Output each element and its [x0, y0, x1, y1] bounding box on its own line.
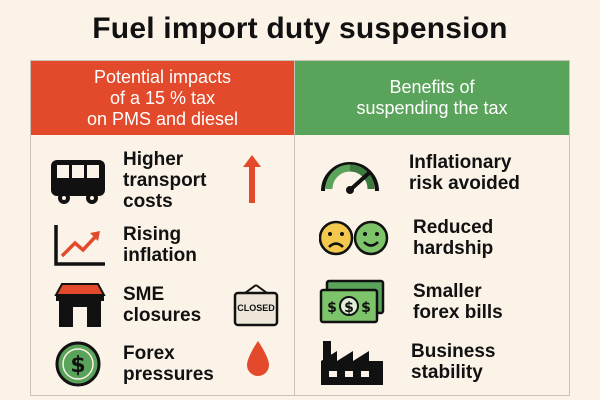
benefits-header: Benefits of suspending the tax: [295, 61, 569, 135]
impact-transport-label: Higher transport costs: [123, 149, 207, 212]
benefit-hardship: Reduced hardship: [319, 217, 493, 259]
rising-chart-icon: [54, 225, 105, 266]
banknotes-icon: $ $ $: [319, 279, 385, 324]
impact-transport: Higher transport costs: [49, 149, 206, 212]
impacts-header: Potential impacts of a 15 % tax on PMS a…: [31, 61, 294, 135]
up-arrow-icon: [243, 155, 261, 203]
impacts-header-text: Potential impacts of a 15 % tax on PMS a…: [86, 66, 239, 129]
sad-happy-faces-icon: [319, 220, 389, 256]
benefit-forex-label: Smaller forex bills: [413, 281, 503, 323]
closed-sign-icon: CLOSED: [233, 283, 279, 327]
impact-sme: SME closures: [53, 281, 201, 329]
svg-text:$: $: [70, 353, 85, 378]
svg-text:$: $: [361, 300, 371, 316]
impact-sme-label: SME closures: [123, 284, 202, 326]
factory-icon: [321, 341, 383, 385]
benefit-business-label: Business stability: [411, 341, 496, 383]
benefit-forex: $ $ $ Smaller forex bills: [319, 279, 503, 325]
svg-text:$: $: [344, 300, 354, 316]
bus-icon: [51, 159, 105, 204]
page-title: Fuel import duty suspension: [92, 12, 508, 45]
gauge-icon: [321, 162, 379, 194]
impact-forex-label: Forex pressures: [123, 343, 214, 385]
closed-sign-text: CLOSED: [237, 303, 275, 313]
benefits-header-text: Benefits of suspending the tax: [356, 77, 508, 118]
benefit-hardship-label: Reduced hardship: [413, 217, 494, 259]
benefits-panel: Benefits of suspending the tax Inflation…: [294, 60, 570, 396]
dollar-coin-icon: $: [55, 341, 101, 387]
benefit-inflation: Inflationary risk avoided: [317, 147, 520, 199]
impact-inflation-label: Rising inflation: [123, 224, 197, 266]
impact-inflation: Rising inflation: [53, 223, 197, 267]
svg-text:$: $: [327, 300, 337, 316]
impact-forex: $ Forex pressures: [55, 341, 214, 387]
shop-icon: [54, 283, 106, 327]
impacts-panel: Potential impacts of a 15 % tax on PMS a…: [30, 60, 294, 396]
benefit-business: Business stability: [319, 337, 495, 387]
fuel-drop-icon: [247, 341, 269, 376]
benefit-inflation-label: Inflationary risk avoided: [409, 152, 520, 194]
